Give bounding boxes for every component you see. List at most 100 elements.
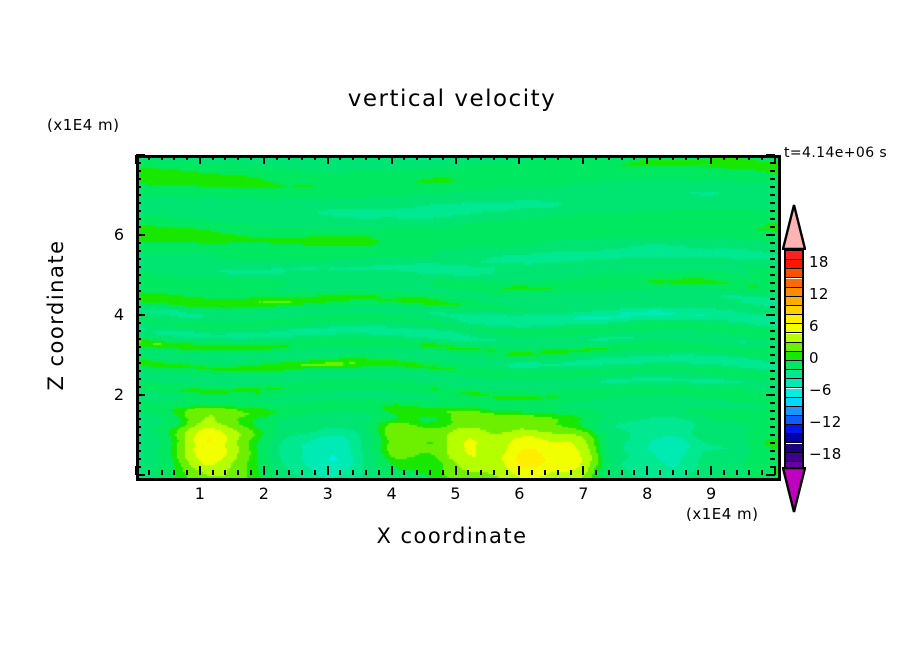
x-tick-top	[237, 155, 240, 160]
x-tick-top	[582, 155, 585, 164]
y-axis-unit-label: (x1E4 m)	[47, 116, 120, 134]
y-tick	[136, 234, 145, 236]
x-tick-top	[313, 155, 316, 160]
y-tick-right	[770, 290, 775, 292]
y-tick-right	[770, 322, 775, 324]
y-tick-right	[770, 378, 775, 380]
y-tick	[136, 346, 141, 348]
x-tick	[147, 470, 150, 475]
x-tick-label: 1	[194, 484, 205, 503]
x-tick-label: 7	[578, 484, 589, 503]
y-tick	[136, 338, 141, 340]
colorbar-band	[786, 278, 802, 288]
colorbar-over-arrow	[782, 204, 806, 250]
x-tick-top	[275, 155, 278, 160]
y-tick-right	[770, 162, 775, 164]
y-tick	[136, 290, 141, 292]
y-tick-right	[770, 298, 775, 300]
y-tick-right	[770, 346, 775, 348]
x-tick-top	[748, 155, 751, 160]
x-tick	[722, 470, 725, 475]
x-tick-top	[301, 155, 304, 160]
x-tick	[658, 470, 661, 475]
y-tick	[136, 298, 141, 300]
y-tick-right	[770, 450, 775, 452]
y-tick-right	[770, 370, 775, 372]
y-tick	[136, 330, 141, 332]
y-tick	[136, 274, 141, 276]
x-tick-top	[454, 155, 457, 164]
x-tick-top	[416, 155, 419, 160]
y-tick	[136, 202, 141, 204]
y-tick	[136, 210, 141, 212]
y-tick-right	[770, 258, 775, 260]
x-tick-top	[147, 155, 150, 160]
y-tick-right	[766, 474, 775, 476]
x-tick	[313, 470, 316, 475]
y-tick	[136, 410, 141, 412]
x-axis-title: X coordinate	[376, 524, 528, 548]
colorbar-band	[786, 434, 802, 444]
x-tick-top	[135, 155, 137, 164]
y-tick	[136, 450, 141, 452]
x-tick-top	[518, 155, 521, 164]
colorbar-band	[786, 397, 802, 407]
x-tick	[224, 470, 227, 475]
colorbar-band	[786, 443, 802, 453]
colorbar-band	[786, 370, 802, 380]
x-tick-top	[671, 155, 674, 160]
x-tick	[198, 466, 201, 475]
y-tick-right	[770, 266, 775, 268]
x-tick	[505, 470, 508, 475]
y-axis-title: Z coordinate	[44, 239, 68, 391]
y-tick-right	[770, 418, 775, 420]
y-tick-right	[770, 250, 775, 252]
y-tick	[136, 266, 141, 268]
y-tick-right	[770, 282, 775, 284]
x-tick-top	[543, 155, 546, 160]
x-tick-top	[441, 155, 444, 160]
colorbar-band	[786, 315, 802, 325]
x-tick	[416, 470, 419, 475]
x-tick	[173, 470, 176, 475]
x-tick	[761, 470, 764, 475]
y-tick	[136, 162, 141, 164]
y-tick	[136, 322, 141, 324]
y-tick-right	[770, 202, 775, 204]
colorbar-band	[786, 461, 802, 471]
colorbar-band	[786, 388, 802, 398]
y-tick-label: 2	[113, 385, 124, 404]
x-tick-top	[262, 155, 265, 164]
x-tick	[288, 470, 291, 475]
y-tick-right	[770, 354, 775, 356]
x-tick	[454, 466, 457, 475]
y-tick	[136, 434, 141, 436]
y-tick	[136, 154, 145, 156]
x-tick	[735, 470, 738, 475]
y-tick	[136, 306, 141, 308]
y-tick	[136, 354, 141, 356]
x-tick-top	[492, 155, 495, 160]
x-tick	[774, 466, 776, 475]
colorbar-tick-label: 12	[809, 284, 829, 303]
colorbar-band	[786, 342, 802, 352]
x-tick-top	[710, 155, 713, 164]
colorbar-band	[786, 425, 802, 435]
x-tick	[684, 470, 687, 475]
y-tick	[136, 250, 141, 252]
x-tick-top	[352, 155, 355, 160]
x-tick	[556, 470, 559, 475]
y-tick-label: 4	[113, 305, 124, 324]
x-tick-top	[198, 155, 201, 164]
colorbar-tick-label: 6	[809, 316, 819, 335]
colorbar-tick-label: 0	[809, 349, 819, 367]
x-tick	[135, 466, 137, 475]
x-tick-top	[250, 155, 253, 160]
x-tick	[186, 470, 189, 475]
x-tick	[633, 470, 636, 475]
colorbar-band	[786, 361, 802, 371]
y-tick-right	[770, 410, 775, 412]
colorbar: 18 12 6 0 −6 −12 −18	[781, 204, 841, 514]
y-tick	[136, 458, 141, 460]
y-tick	[136, 474, 145, 476]
